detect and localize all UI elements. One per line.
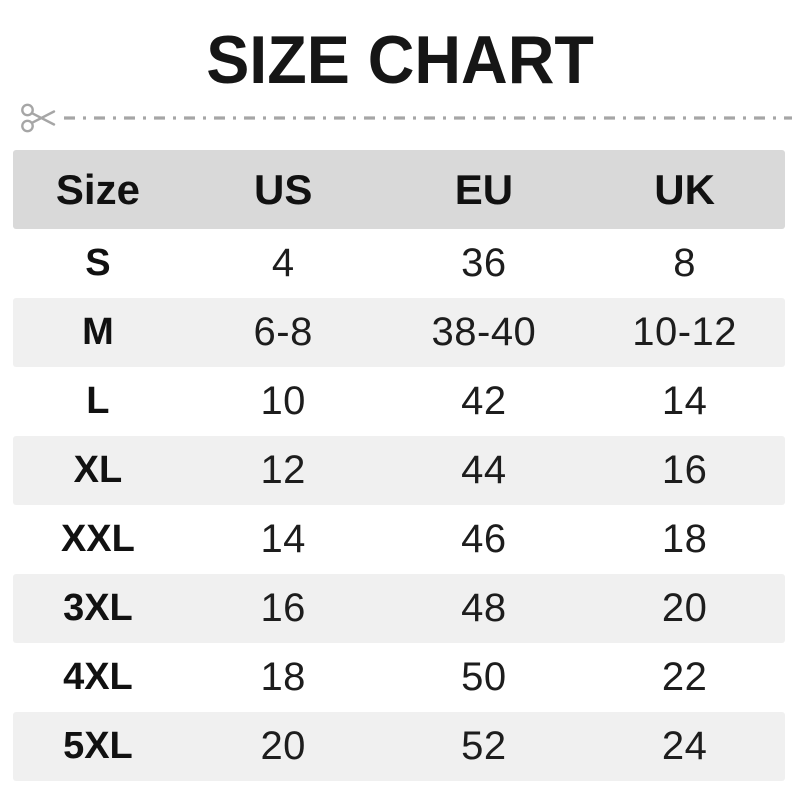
eu-value: 36 [461,241,507,285]
table-row-s: S 4 36 8 [13,229,785,298]
column-header-uk: UK [654,165,715,213]
uk-value: 22 [661,655,708,699]
size-label: XL [73,449,123,491]
us-value: 18 [260,655,306,699]
us-value: 20 [260,724,306,768]
us-value: 10 [260,379,306,423]
eu-value: 44 [461,448,507,492]
size-label: 5XL [63,725,133,767]
size-label: M [82,311,114,353]
us-value: 12 [260,448,306,492]
size-conversion-table: Size US EU UK S 4 36 8 M 6-8 38-40 10-12… [13,150,785,781]
size-label: 4XL [63,656,133,698]
table-row-xxl: XXL 14 46 18 [13,505,785,574]
scissors-icon [21,103,56,133]
us-value: 6-8 [253,310,313,354]
table-row-3xl: 3XL 16 48 20 [13,574,785,643]
table-row-4xl: 4XL 18 50 22 [13,643,785,712]
table-header-row: Size US EU UK [13,150,785,229]
uk-value: 16 [661,448,708,492]
table-row-l: L 10 42 14 [13,367,785,436]
column-header-eu: EU [454,165,514,213]
size-label: S [85,242,111,284]
uk-value: 24 [661,724,708,768]
us-value: 4 [271,241,295,285]
dash-dot-line [64,116,792,120]
eu-value: 52 [461,724,507,768]
cut-line [18,97,792,139]
uk-value: 20 [661,586,708,630]
table-row-5xl: 5XL 20 52 24 [13,712,785,781]
eu-value: 42 [461,379,507,423]
uk-value: 8 [673,241,696,285]
table-row-xl: XL 12 44 16 [13,436,785,505]
eu-value: 48 [461,586,507,630]
us-value: 14 [260,517,306,561]
eu-value: 50 [461,655,507,699]
eu-value: 38-40 [431,310,537,354]
page-title: SIZE CHART [206,22,594,98]
eu-value: 46 [461,517,507,561]
uk-value: 14 [661,379,708,423]
column-header-size: Size [55,165,140,213]
us-value: 16 [260,586,306,630]
uk-value: 10-12 [632,310,738,354]
size-label: 3XL [63,587,133,629]
uk-value: 18 [661,517,708,561]
table-row-m: M 6-8 38-40 10-12 [13,298,785,367]
size-label: L [86,380,110,422]
size-label: XXL [60,518,135,560]
column-header-us: US [254,165,313,213]
